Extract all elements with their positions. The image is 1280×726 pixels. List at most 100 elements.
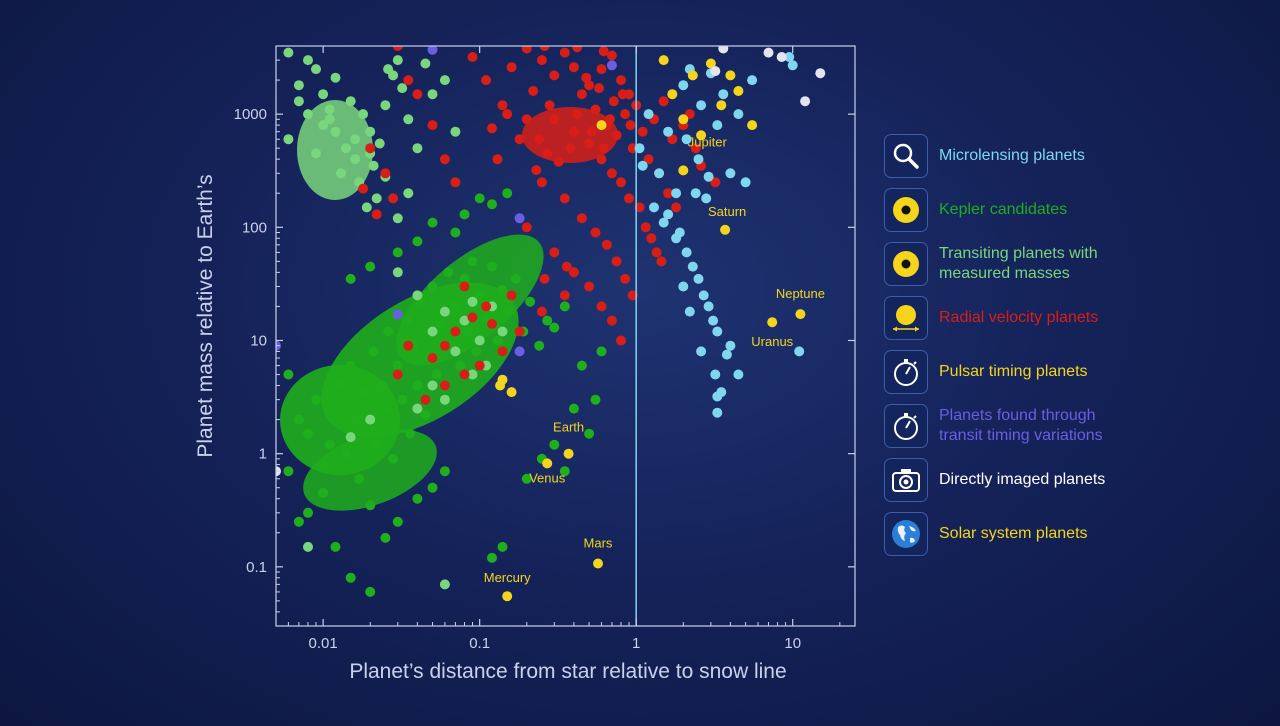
data-point: [617, 89, 628, 100]
data-point: [586, 126, 597, 137]
data-point: [536, 55, 547, 66]
data-point: [303, 428, 313, 439]
data-point: [576, 360, 587, 371]
data-point: [392, 369, 403, 380]
data-point: [459, 281, 470, 292]
data-point: [590, 394, 601, 405]
data-point: [506, 62, 517, 73]
data-point: [787, 60, 798, 71]
data-point: [358, 109, 369, 120]
data-point: [459, 209, 470, 220]
data-point: [487, 123, 497, 134]
data-point: [767, 317, 778, 328]
data-point: [392, 360, 403, 371]
data-point: [712, 407, 723, 418]
legend-item-direct-imaging: Directly imaged planets: [884, 458, 1105, 502]
data-point: [696, 130, 707, 141]
data-point: [365, 586, 376, 597]
y-tick-label: 10: [250, 332, 267, 349]
data-point: [640, 222, 651, 233]
data-point: [365, 500, 376, 511]
data-point: [318, 487, 329, 498]
y-tick-label: 100: [242, 219, 267, 236]
data-point: [510, 273, 521, 284]
x-tick-label: 1: [632, 635, 640, 652]
data-point: [403, 114, 414, 125]
data-point: [427, 120, 438, 131]
data-point: [439, 466, 450, 477]
camera-icon: [884, 458, 928, 502]
data-point: [572, 46, 583, 53]
data-point: [584, 80, 595, 91]
star-planet-icon: [884, 188, 928, 232]
data-point: [435, 318, 446, 329]
data-point: [324, 439, 335, 450]
data-point: [459, 315, 470, 326]
data-point: [646, 233, 657, 244]
legend-item-ttv: Planets found through transit timing var…: [884, 404, 1103, 448]
data-point: [487, 261, 497, 272]
data-point: [388, 193, 399, 204]
data-point: [345, 572, 356, 583]
data-point: [397, 83, 408, 94]
data-point: [514, 326, 525, 337]
plot-frame: [275, 45, 856, 627]
data-point: [521, 473, 532, 484]
data-point: [536, 177, 547, 188]
legend-label: Pulsar timing planets: [939, 363, 1088, 380]
data-point: [293, 96, 304, 107]
data-point: [371, 193, 382, 204]
data-point: [412, 403, 423, 414]
data-point: [667, 89, 678, 100]
data-point: [392, 516, 403, 527]
data-point: [427, 89, 438, 100]
data-point: [710, 66, 721, 77]
data-point: [784, 52, 795, 62]
data-point: [616, 75, 626, 86]
data-point: [620, 109, 631, 120]
data-point: [559, 301, 570, 312]
data-point: [681, 247, 692, 258]
data-point: [611, 256, 622, 267]
data-point: [392, 267, 403, 278]
data-point: [412, 89, 423, 100]
data-point: [596, 346, 607, 357]
data-point: [450, 326, 461, 337]
data-point: [698, 290, 709, 301]
data-point: [388, 453, 399, 464]
magnifier-icon: [884, 134, 928, 178]
data-point: [596, 154, 607, 165]
data-point: [712, 120, 723, 131]
data-point: [616, 177, 626, 188]
data-point: [611, 130, 622, 141]
data-point: [427, 380, 438, 391]
data-point: [561, 261, 572, 272]
data-point: [336, 380, 346, 391]
legend-label: Microlensing planets: [939, 147, 1085, 164]
data-point: [502, 591, 513, 602]
data-point: [487, 199, 497, 210]
data-point: [696, 100, 707, 111]
data-point: [581, 72, 592, 83]
data-point: [487, 318, 497, 329]
legend-label: Directly imaged planets: [939, 471, 1106, 488]
data-point: [678, 281, 689, 292]
data-point: [721, 349, 732, 360]
data-point: [703, 171, 714, 182]
data-point: [392, 213, 403, 224]
data-point: [365, 414, 376, 425]
data-point: [681, 134, 692, 145]
data-point: [324, 104, 335, 115]
data-point: [427, 217, 438, 228]
data-point: [467, 52, 478, 62]
data-point: [324, 114, 335, 125]
solar-planet-label: Uranus: [751, 334, 793, 349]
data-point: [361, 202, 372, 213]
data-point: [549, 439, 560, 450]
data-point: [718, 46, 729, 54]
data-point: [725, 340, 736, 351]
data-point: [815, 68, 826, 79]
data-point: [345, 360, 356, 371]
x-tick-label: 0.01: [309, 635, 338, 652]
data-point: [318, 89, 329, 100]
